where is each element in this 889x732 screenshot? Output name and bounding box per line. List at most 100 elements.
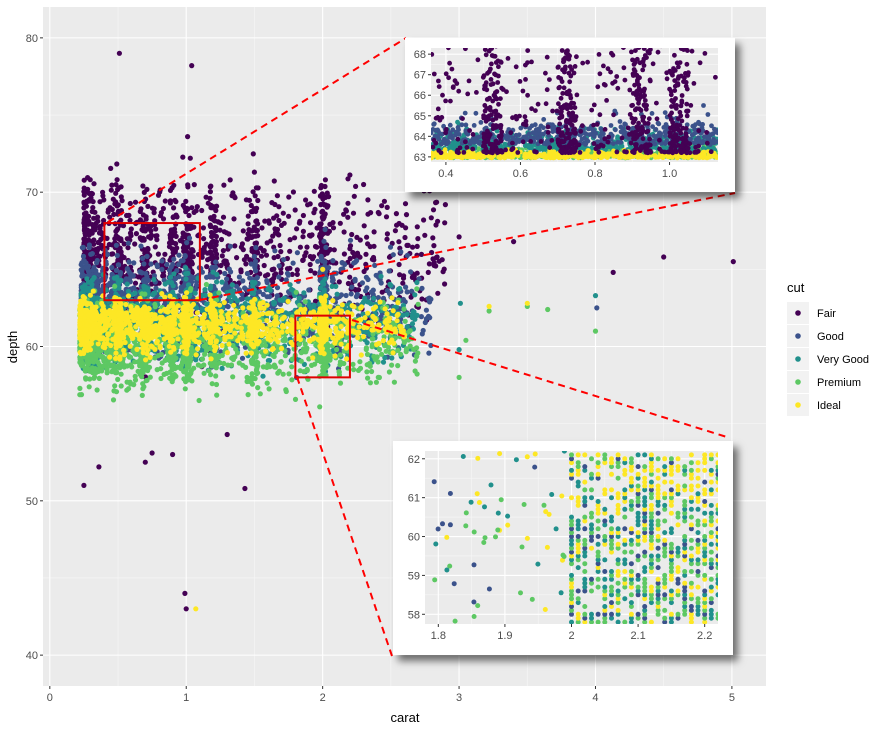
data-point [363,251,369,257]
data-point [282,353,288,359]
data-point [363,345,369,351]
data-point [131,285,137,291]
data-point [220,214,227,220]
data-point [389,362,395,368]
data-point [294,226,300,232]
data-point [213,255,219,261]
data-point [321,238,327,244]
data-point [184,205,190,211]
data-point [364,351,371,357]
data-point [393,211,399,217]
data-point [276,274,282,280]
data-point [382,354,388,361]
data-point [351,193,357,199]
data-point [442,202,448,208]
data-point [361,223,367,229]
data-point [287,237,293,243]
data-point [330,225,337,231]
data-point [298,358,304,364]
data-point [321,213,327,219]
data-point [412,358,418,364]
data-point [239,355,246,361]
data-point [171,256,177,262]
data-point [414,224,420,230]
data-point [294,271,300,277]
data-point [193,208,199,214]
data-point [353,183,359,189]
data-point [286,213,292,219]
data-point [203,281,209,288]
data-point [271,266,277,272]
data-point [152,218,158,224]
data-point [396,261,402,268]
data-point [86,384,92,390]
data-point [255,197,261,204]
data-point [148,228,154,234]
data-point [240,247,246,253]
data-point [127,200,133,207]
data-point [390,252,396,258]
data-point [312,243,319,250]
data-point [141,261,147,267]
data-point [92,227,98,233]
data-point [240,228,246,234]
data-point [210,269,216,275]
data-point [379,203,385,209]
data-point [249,371,255,377]
data-point [151,206,157,212]
data-point [250,151,256,157]
data-point [188,240,194,246]
data-point [297,244,303,250]
data-point [387,244,394,250]
data-point [260,291,266,297]
data-point [415,301,421,307]
data-point [183,276,189,282]
data-point [347,246,353,252]
data-point [221,182,227,188]
data-point [132,280,139,286]
data-point [184,223,190,229]
data-point [168,264,174,270]
data-point [301,290,307,296]
data-point [109,182,115,188]
data-point [343,207,349,213]
data-point [82,230,88,236]
data-point [300,257,306,263]
data-point [436,258,442,264]
data-point [160,205,166,212]
data-point [334,291,340,297]
data-point [364,369,370,375]
data-point [326,194,332,200]
data-point [148,232,154,238]
data-point [327,221,333,227]
data-point [264,280,270,286]
data-point [303,197,309,203]
data-point [384,236,390,242]
data-point [264,294,270,300]
data-point [371,295,377,301]
data-point [143,216,149,222]
data-point [143,284,149,291]
data-point [311,210,317,216]
data-point [84,276,90,282]
data-point [283,277,289,283]
data-point [370,254,377,261]
data-point [119,198,125,204]
data-point [409,314,415,321]
data-point [347,237,354,243]
data-point [307,220,314,226]
data-point [114,161,120,167]
data-point [365,197,371,203]
data-point [302,253,308,259]
data-point [204,250,211,256]
data-point [250,189,256,195]
data-point [140,255,146,261]
data-point [355,252,361,258]
data-point [133,231,139,237]
data-point [292,235,298,241]
data-point [252,193,258,199]
data-point [86,269,92,275]
data-point [83,210,89,216]
data-point [339,260,345,266]
